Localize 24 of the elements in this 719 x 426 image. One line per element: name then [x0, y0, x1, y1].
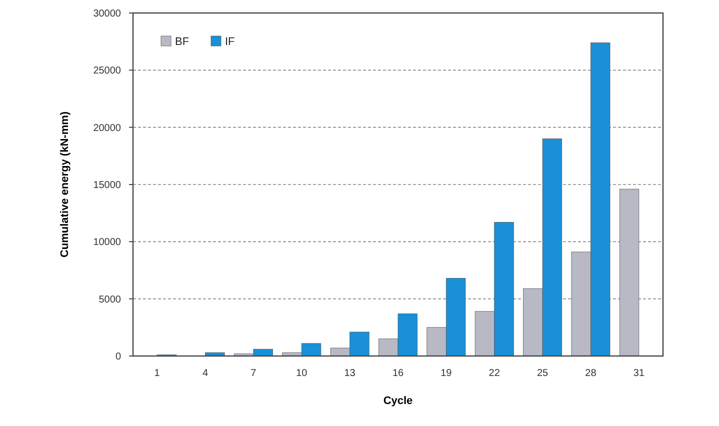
x-axis-title: Cycle	[383, 395, 413, 407]
x-tick-label: 10	[296, 368, 308, 379]
legend-label: BF	[175, 36, 190, 48]
x-tick-label: 16	[392, 368, 404, 379]
legend-label: IF	[225, 36, 236, 48]
y-axis-title: Cumulative energy (kN-mm)	[59, 111, 71, 258]
x-tick-label: 22	[488, 368, 500, 379]
bar	[619, 188, 640, 356]
y-tick-label: 0	[115, 352, 122, 362]
y-tick-label: 10000	[93, 237, 122, 248]
x-tick-label: 19	[440, 368, 452, 379]
y-tick-label: 20000	[93, 122, 122, 134]
x-tick-label: 25	[536, 368, 549, 379]
x-tick-label: 13	[344, 368, 356, 379]
x-tick-label: 1	[154, 368, 160, 379]
y-tick-label: 25000	[93, 66, 122, 77]
x-tick-label: 4	[202, 368, 208, 379]
bar	[205, 352, 225, 356]
x-tick-label: 28	[585, 368, 597, 379]
x-tick-label: 7	[250, 368, 257, 379]
x-tick-label: 31	[633, 368, 645, 379]
y-tick-label: 15000	[93, 180, 122, 191]
y-tick-label: 5000	[98, 294, 122, 306]
y-tick-label: 30000	[93, 8, 122, 20]
